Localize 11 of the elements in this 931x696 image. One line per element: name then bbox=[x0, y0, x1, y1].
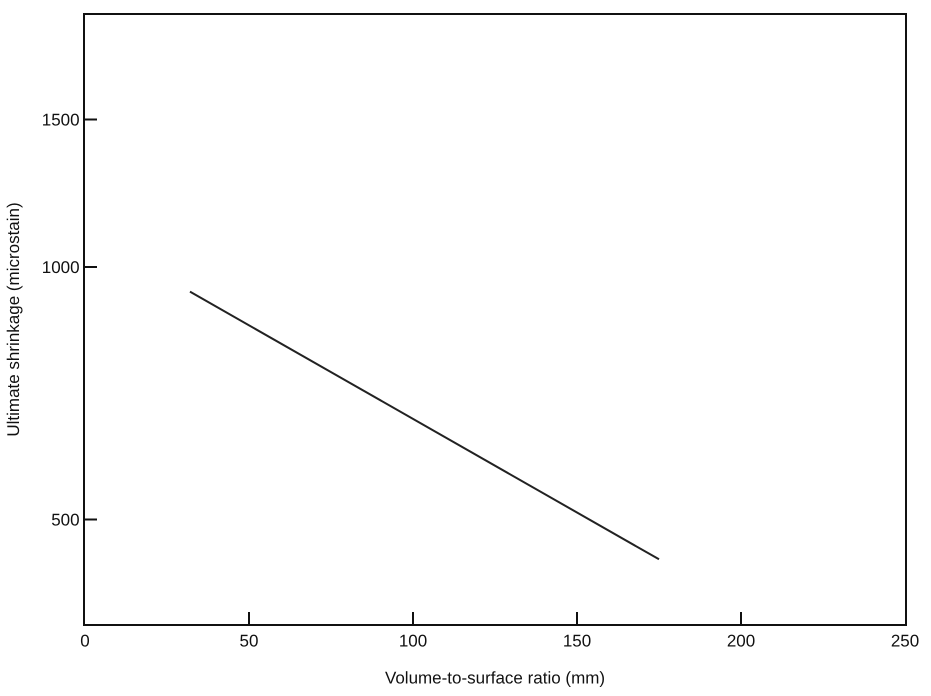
x-axis-title: Volume-to-surface ratio (mm) bbox=[384, 668, 606, 688]
x-tick-label: 50 bbox=[240, 631, 258, 650]
y-tick-label: 1500 bbox=[42, 110, 80, 130]
x-tick-label: 150 bbox=[562, 631, 592, 650]
x-tick-label: 100 bbox=[398, 631, 428, 650]
y-tick-label: 500 bbox=[51, 510, 80, 530]
x-tick-label: 0 bbox=[80, 631, 90, 650]
x-tick-label: 200 bbox=[726, 631, 756, 650]
y-axis-title: Ultimate shrinkage (microstain) bbox=[4, 202, 23, 437]
x-tick-label: 250 bbox=[890, 631, 920, 650]
y-tick-label: 1000 bbox=[42, 258, 80, 278]
